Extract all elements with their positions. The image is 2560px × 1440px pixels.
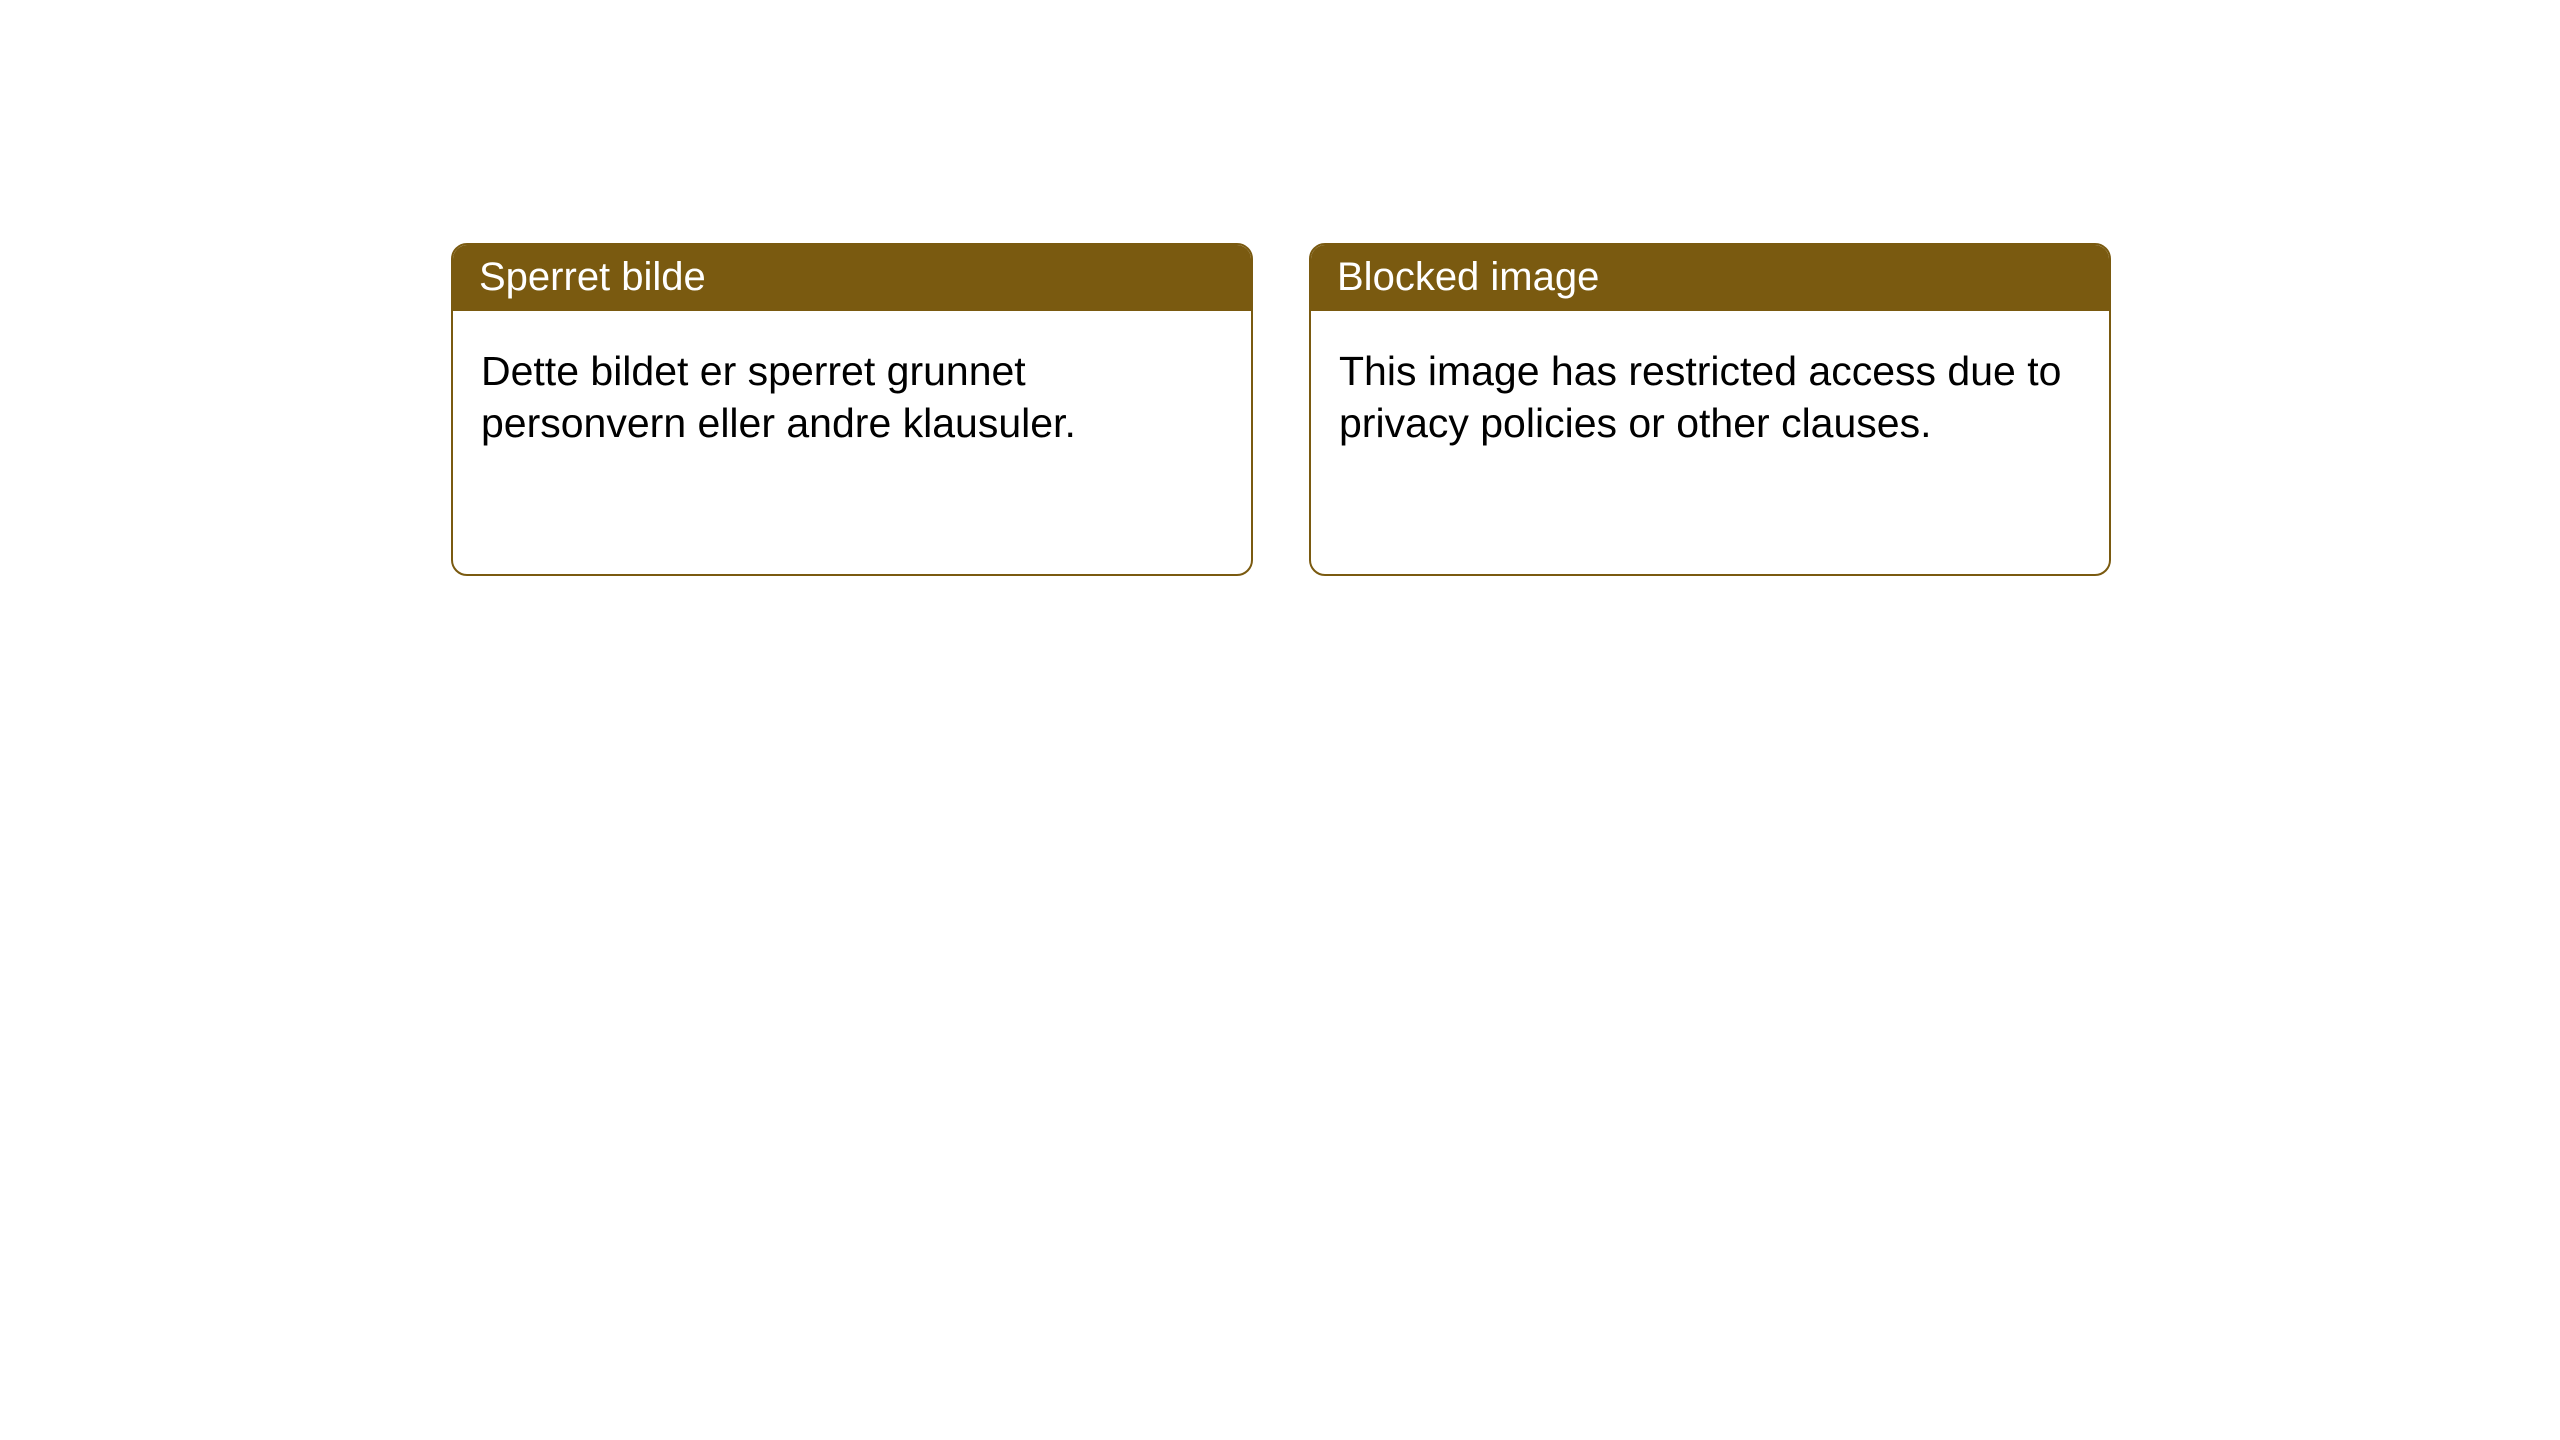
notice-body-text: This image has restricted access due to …: [1339, 348, 2061, 446]
notice-header: Blocked image: [1311, 245, 2109, 311]
notice-header-text: Blocked image: [1337, 255, 1599, 299]
notice-body: Dette bildet er sperret grunnet personve…: [453, 311, 1251, 484]
notice-container: Sperret bilde Dette bildet er sperret gr…: [0, 0, 2560, 576]
notice-body-text: Dette bildet er sperret grunnet personve…: [481, 348, 1076, 446]
notice-body: This image has restricted access due to …: [1311, 311, 2109, 484]
notice-header-text: Sperret bilde: [479, 255, 706, 299]
notice-card-english: Blocked image This image has restricted …: [1309, 243, 2111, 576]
notice-header: Sperret bilde: [453, 245, 1251, 311]
notice-card-norwegian: Sperret bilde Dette bildet er sperret gr…: [451, 243, 1253, 576]
